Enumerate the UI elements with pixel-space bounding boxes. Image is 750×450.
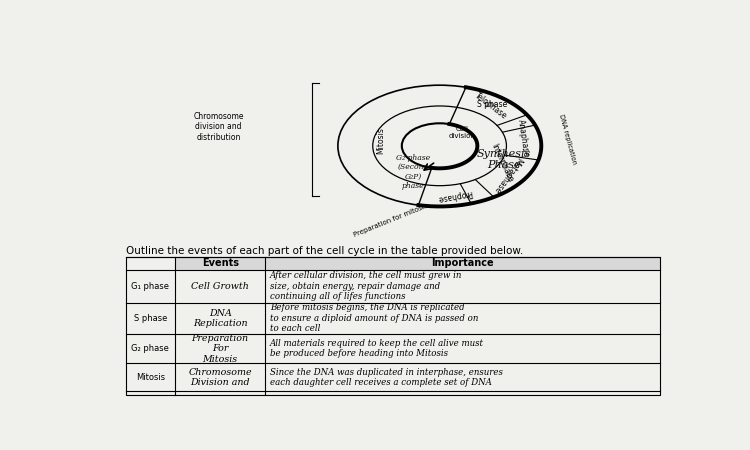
Text: Chromosome
Division and: Chromosome Division and bbox=[188, 368, 252, 387]
Text: G₂ phase
(Second
G₂P)
phase: G₂ phase (Second G₂P) phase bbox=[396, 154, 430, 189]
Text: G₂ phase: G₂ phase bbox=[131, 344, 170, 353]
Text: All materials required to keep the cell alive must
be produced before heading in: All materials required to keep the cell … bbox=[270, 339, 484, 358]
Text: Chromosome
division and
distribution: Chromosome division and distribution bbox=[194, 112, 244, 142]
Text: Mitosis: Mitosis bbox=[136, 373, 165, 382]
Bar bbox=[175, 256, 661, 270]
Text: Anaphase: Anaphase bbox=[515, 119, 530, 158]
Text: Interphase: Interphase bbox=[490, 143, 515, 184]
Text: Before mitosis begins, the DNA is replicated
to ensure a diploid amount of DNA i: Before mitosis begins, the DNA is replic… bbox=[270, 303, 478, 333]
Text: After cellular division, the cell must grew in
size, obtain energy, repair damag: After cellular division, the cell must g… bbox=[270, 271, 462, 301]
Text: Since the DNA was duplicated in interphase, ensures
each daughter cell receives : Since the DNA was duplicated in interpha… bbox=[270, 368, 502, 387]
Text: Outline the events of each part of the cell cycle in the table provided below.: Outline the events of each part of the c… bbox=[126, 246, 523, 256]
Text: DNA
Replication: DNA Replication bbox=[193, 309, 248, 328]
Text: Preparation
For
Mitosis: Preparation For Mitosis bbox=[191, 334, 249, 364]
Bar bbox=[126, 256, 661, 395]
Text: Metaphase: Metaphase bbox=[492, 155, 524, 195]
Text: Events: Events bbox=[202, 258, 238, 268]
Text: Cell
division: Cell division bbox=[448, 126, 475, 139]
Text: DNA replication: DNA replication bbox=[558, 113, 577, 165]
Text: Telophase: Telophase bbox=[472, 91, 508, 121]
Text: G₁ phase: G₁ phase bbox=[131, 282, 170, 291]
Text: Mitosis: Mitosis bbox=[376, 127, 386, 154]
Text: S phase: S phase bbox=[477, 100, 507, 109]
Text: Cell Growth: Cell Growth bbox=[191, 282, 249, 291]
Text: S phase: S phase bbox=[134, 314, 167, 323]
Text: Importance: Importance bbox=[431, 258, 494, 268]
Text: Prophase: Prophase bbox=[436, 188, 472, 203]
Text: Synthesis
Phase: Synthesis Phase bbox=[476, 149, 531, 171]
Text: Preparation for mitosis: Preparation for mitosis bbox=[352, 202, 428, 238]
